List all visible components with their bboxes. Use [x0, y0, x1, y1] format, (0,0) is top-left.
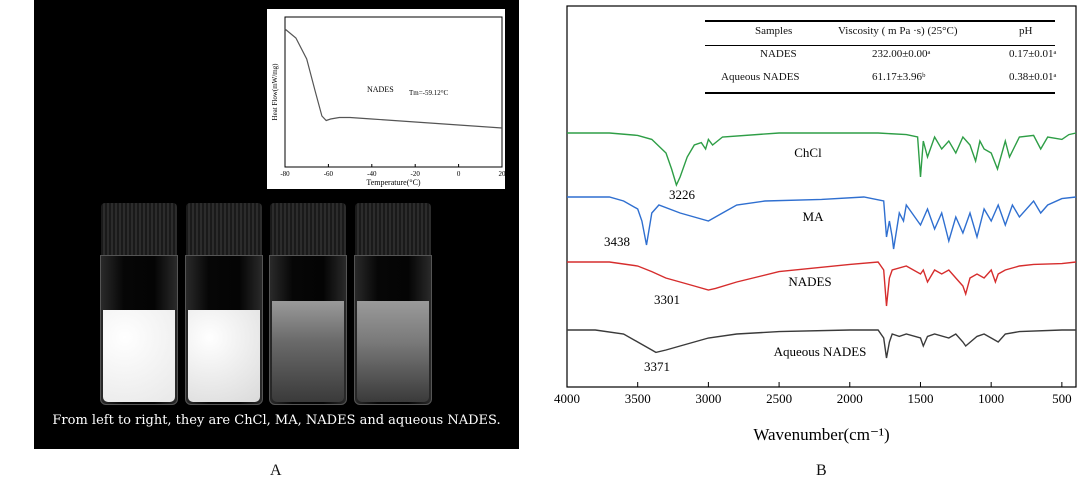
table-header-viscosity: Viscosity ( m Pa ·s) (25°C) [838, 25, 958, 37]
ftir-x-tick-label: 1000 [978, 391, 1004, 406]
dsc-y-axis-label: Heat Flow(mW/mg) [271, 63, 279, 121]
ftir-series-line [567, 196, 1077, 250]
vial-contents [272, 301, 344, 402]
vial-contents [357, 301, 429, 402]
ftir-series-label: NADES [788, 274, 831, 289]
ftir-x-tick-label: 4000 [554, 391, 580, 406]
vial [100, 203, 178, 405]
dsc-plot-frame [284, 16, 503, 168]
ftir-series-label: MA [803, 209, 825, 224]
vial-contents [103, 310, 175, 402]
dsc-tm-annotation: Tm=-59.12°C [409, 89, 449, 97]
dsc-x-tick-label: 0 [457, 170, 461, 178]
ftir-peak-label: 3226 [669, 187, 696, 202]
table-cell-sample: Aqueous NADES [721, 71, 800, 83]
dsc-x-tick-label: -20 [411, 170, 421, 178]
photo-caption: From left to right, they are ChCl, MA, N… [52, 413, 501, 428]
table-top-rule [705, 20, 1055, 22]
ftir-x-tick-label: 1500 [907, 391, 933, 406]
ftir-peak-label: 3301 [654, 292, 680, 307]
dsc-chart-svg: -80 -60 -40 -20 0 20 Temperature(°C) Heat Flow(… [271, 16, 506, 187]
vial-cap [355, 203, 431, 255]
vial-glass [185, 255, 263, 405]
dsc-x-tick-label: -80 [280, 170, 290, 178]
ftir-x-tick-label: 2000 [837, 391, 863, 406]
table-header-samples: Samples [755, 25, 793, 37]
ftir-peak-label: 3371 [644, 359, 670, 374]
vial [269, 203, 347, 405]
dsc-x-tick-label: -40 [367, 170, 377, 178]
ftir-x-axis-label: Wavenumber(cm⁻¹) [753, 425, 889, 444]
table-row: NADES 232.00±0.00ᵃ 0.17±0.01ᵃ [705, 43, 1057, 66]
vial-glass [100, 255, 178, 405]
panel-a-label: A [270, 462, 282, 479]
vial-cap [270, 203, 346, 255]
panel-a-photo: -80 -60 -40 -20 0 20 Temperature(°C) Heat Flow(… [34, 0, 519, 449]
table-header-row: Samples Viscosity ( m Pa ·s) (25°C) pH [705, 20, 1055, 43]
dsc-x-tick-label: -60 [324, 170, 334, 178]
ftir-peak-label: 3438 [604, 234, 630, 249]
vial-glass [354, 255, 432, 405]
vial-cap [101, 203, 177, 255]
table-cell-viscosity: 61.17±3.96ᵇ [872, 71, 926, 83]
table-cell-sample: NADES [760, 48, 797, 60]
ftir-x-tick-label: 2500 [766, 391, 792, 406]
table-bottom-rule [705, 92, 1055, 94]
ftir-x-tick-label: 500 [1052, 391, 1072, 406]
table-header-ph: pH [1019, 25, 1033, 37]
ftir-x-tick-label: 3000 [695, 391, 721, 406]
table-cell-ph: 0.17±0.01ᵃ [1009, 48, 1057, 60]
vial-glass [269, 255, 347, 405]
ftir-series-line [567, 132, 1077, 187]
ftir-series-label: Aqueous NADES [774, 344, 867, 359]
table-cell-ph: 0.38±0.01ᵃ [1009, 71, 1057, 83]
dsc-inset-chart: -80 -60 -40 -20 0 20 Temperature(°C) Heat Flow(… [267, 9, 506, 189]
table-cell-viscosity: 232.00±0.00ᵃ [872, 48, 931, 60]
dsc-series-line [284, 28, 503, 129]
dsc-x-axis-label: Temperature(°C) [366, 178, 421, 187]
vial-contents [188, 310, 260, 402]
properties-table: Samples Viscosity ( m Pa ·s) (25°C) pH N… [705, 20, 1057, 94]
ftir-x-tick-label: 3500 [625, 391, 651, 406]
dsc-x-tick-label: 20 [499, 170, 506, 178]
table-mid-rule [705, 45, 1055, 46]
vial [185, 203, 263, 405]
panel-b-label: B [816, 462, 827, 479]
table-row: Aqueous NADES 61.17±3.96ᵇ 0.38±0.01ᵃ [705, 66, 1057, 89]
ftir-series-line [567, 329, 1076, 359]
dsc-series-annotation: NADES [367, 85, 394, 94]
vial-cap [186, 203, 262, 255]
vial [354, 203, 432, 405]
ftir-series-label: ChCl [794, 145, 822, 160]
ftir-series-line [567, 261, 1077, 307]
